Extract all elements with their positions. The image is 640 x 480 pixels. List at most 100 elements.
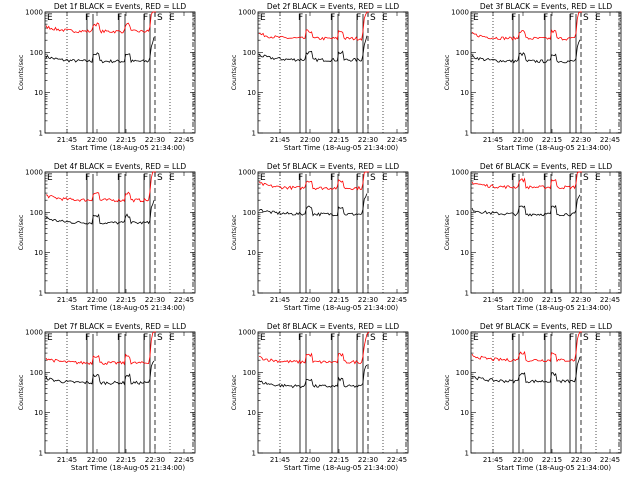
y-tick-label: 1000 xyxy=(238,329,256,337)
x-tick-label: 22:00 xyxy=(513,296,533,304)
x-tick-label: 21:45 xyxy=(483,456,503,464)
y-axis-label: Counts/sec xyxy=(230,214,238,250)
x-tick-label: 22:15 xyxy=(116,136,136,144)
x-tick-label: 21:45 xyxy=(270,136,290,144)
event-marker: F xyxy=(356,13,361,23)
y-tick-label: 1000 xyxy=(238,9,256,17)
event-marker: F xyxy=(143,173,148,183)
x-tick-label: 22:15 xyxy=(329,456,349,464)
panel-7: Det 7f BLACK = Events, RED = LLD 1 10 100 10… xyxy=(17,322,196,472)
y-tick-label: 10 xyxy=(460,409,469,417)
event-marker: E xyxy=(260,333,266,343)
x-tick-label: 22:45 xyxy=(174,456,194,464)
event-marker: S xyxy=(370,173,376,183)
events-series xyxy=(45,360,155,386)
x-tick-label: 22:15 xyxy=(542,456,562,464)
event-marker: E xyxy=(260,13,266,23)
x-tick-label: 21:45 xyxy=(57,296,77,304)
event-marker: F xyxy=(330,13,335,23)
panel-2: Det 2f BLACK = Events, RED = LLD 1 10 100 10… xyxy=(230,2,409,152)
y-tick-label: 1 xyxy=(39,130,43,138)
panel-title: Det 4f BLACK = Events, RED = LLD xyxy=(54,162,187,171)
x-axis-label: Start Time (18-Aug-05 21:34:00) xyxy=(497,304,611,312)
event-marker: E xyxy=(473,173,479,183)
panel-title: Det 5f BLACK = Events, RED = LLD xyxy=(267,162,400,171)
lld-series xyxy=(45,331,156,366)
panel-6: Det 6f BLACK = Events, RED = LLD 1 10 100 10… xyxy=(443,162,622,312)
x-tick-label: 22:15 xyxy=(116,456,136,464)
event-marker: E xyxy=(595,13,601,23)
x-tick-label: 22:45 xyxy=(174,296,194,304)
event-marker: E xyxy=(382,333,388,343)
event-marker: E xyxy=(382,13,388,23)
panel-title: Det 6f BLACK = Events, RED = LLD xyxy=(480,162,613,171)
panel-3: Det 3f BLACK = Events, RED = LLD 1 10 100 10… xyxy=(443,2,622,152)
lld-series xyxy=(45,11,156,34)
event-marker: F xyxy=(511,333,516,343)
event-marker: E xyxy=(473,333,479,343)
event-marker: E xyxy=(47,173,53,183)
x-axis-label: Start Time (18-Aug-05 21:34:00) xyxy=(284,464,398,472)
x-tick-label: 22:45 xyxy=(387,456,407,464)
x-axis-label: Start Time (18-Aug-05 21:34:00) xyxy=(71,304,185,312)
y-tick-label: 100 xyxy=(30,49,43,57)
event-marker: S xyxy=(583,173,589,183)
x-tick-label: 22:15 xyxy=(329,136,349,144)
y-tick-label: 1 xyxy=(252,450,256,458)
x-tick-label: 22:30 xyxy=(571,136,591,144)
y-tick-label: 10 xyxy=(460,89,469,97)
event-marker: S xyxy=(157,333,163,343)
panel-title: Det 3f BLACK = Events, RED = LLD xyxy=(480,2,613,11)
lld-series xyxy=(258,11,369,41)
event-marker: E xyxy=(169,13,175,23)
lld-series xyxy=(258,331,370,365)
x-tick-label: 22:15 xyxy=(329,296,349,304)
y-tick-label: 10 xyxy=(460,249,469,257)
plot-frame xyxy=(470,331,622,454)
x-tick-label: 22:15 xyxy=(542,136,562,144)
y-tick-label: 100 xyxy=(243,209,256,217)
y-axis-label: Counts/sec xyxy=(443,54,451,90)
y-tick-label: 1 xyxy=(39,450,43,458)
y-tick-label: 100 xyxy=(30,369,43,377)
event-marker: F xyxy=(543,13,548,23)
plot-frame xyxy=(44,11,196,134)
x-tick-label: 21:45 xyxy=(270,456,290,464)
x-tick-label: 22:15 xyxy=(542,296,562,304)
event-marker: F xyxy=(143,13,148,23)
y-tick-label: 1000 xyxy=(451,169,469,177)
y-tick-label: 10 xyxy=(247,249,256,257)
x-tick-label: 22:45 xyxy=(600,456,620,464)
event-marker: E xyxy=(47,13,53,23)
event-marker: F xyxy=(298,13,303,23)
plot-frame xyxy=(257,171,409,294)
y-tick-label: 10 xyxy=(34,89,43,97)
x-axis-label: Start Time (18-Aug-05 21:34:00) xyxy=(497,144,611,152)
events-series xyxy=(472,356,581,384)
x-tick-label: 22:00 xyxy=(87,136,107,144)
event-marker: E xyxy=(382,173,388,183)
event-marker: F xyxy=(543,173,548,183)
y-axis-label: Counts/sec xyxy=(443,214,451,250)
event-marker: F xyxy=(543,333,548,343)
y-axis-label: Counts/sec xyxy=(17,54,25,90)
events-series xyxy=(45,37,155,64)
x-tick-label: 22:45 xyxy=(387,136,407,144)
panel-8: Det 8f BLACK = Events, RED = LLD 1 10 100 10… xyxy=(230,322,409,472)
panel-1: Det 1f BLACK = Events, RED = LLD 1 10 100 10… xyxy=(17,2,196,152)
x-axis-label: Start Time (18-Aug-05 21:34:00) xyxy=(284,304,398,312)
x-tick-label: 22:00 xyxy=(513,136,533,144)
event-marker: E xyxy=(47,333,53,343)
event-marker: S xyxy=(157,13,163,23)
plot-frame xyxy=(44,331,196,454)
event-marker: F xyxy=(330,173,335,183)
event-marker: F xyxy=(117,13,122,23)
event-marker: F xyxy=(85,173,90,183)
events-series xyxy=(258,35,368,63)
x-tick-label: 22:30 xyxy=(358,456,378,464)
y-tick-label: 10 xyxy=(247,89,256,97)
x-tick-label: 22:30 xyxy=(571,456,591,464)
y-tick-label: 1000 xyxy=(238,169,256,177)
y-axis-label: Counts/sec xyxy=(17,374,25,410)
events-series xyxy=(45,200,155,225)
